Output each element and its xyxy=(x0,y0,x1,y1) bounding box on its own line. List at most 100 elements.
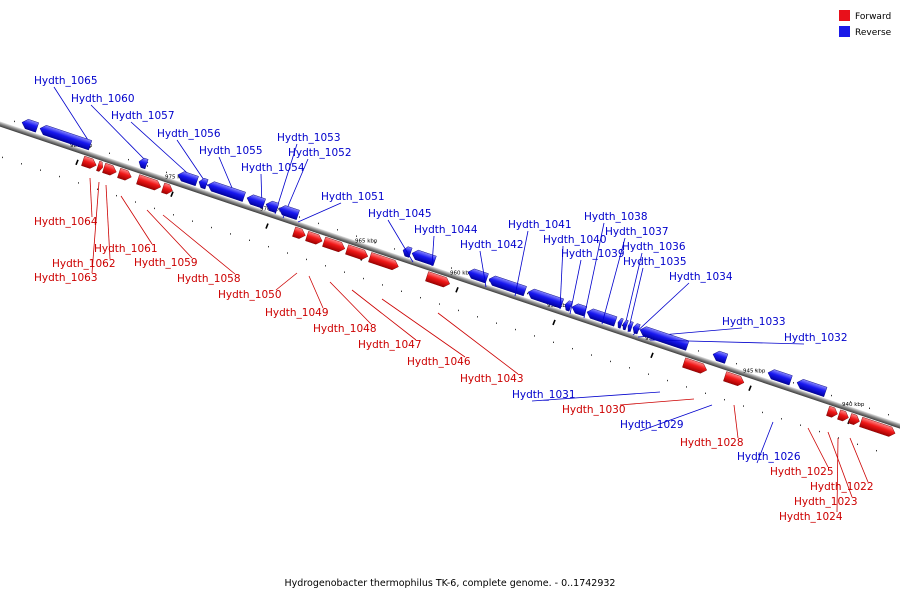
gene-arrow[interactable] xyxy=(277,204,300,220)
gene-arrow[interactable] xyxy=(136,174,162,192)
gene-label[interactable]: Hydth_1054 xyxy=(241,162,305,174)
gene-label[interactable]: Hydth_1031 xyxy=(512,389,576,401)
gene-label[interactable]: Hydth_1064 xyxy=(34,216,98,228)
gene-label[interactable]: Hydth_1035 xyxy=(623,256,687,268)
gene-arrow[interactable] xyxy=(161,182,174,196)
gene-label[interactable]: Hydth_1042 xyxy=(460,239,524,251)
gene-label[interactable]: Hydth_1032 xyxy=(784,332,848,344)
gene-label[interactable]: Hydth_1056 xyxy=(157,128,221,140)
gene-hydth-1050[interactable]: Hydth_1050 xyxy=(218,226,307,301)
gene-hydth-1032[interactable]: Hydth_1032 xyxy=(638,325,848,351)
gene-arrow[interactable] xyxy=(137,157,149,170)
gene-arrow[interactable] xyxy=(206,180,246,202)
gene-label[interactable]: Hydth_1041 xyxy=(508,219,572,231)
gene-arrow[interactable] xyxy=(848,413,861,426)
gene-label[interactable]: Hydth_1046 xyxy=(407,356,471,368)
gene-label[interactable]: Hydth_1060 xyxy=(71,93,135,105)
gene-hydth-1034[interactable]: Hydth_1034 xyxy=(626,271,733,336)
gene-label[interactable]: Hydth_1053 xyxy=(277,132,341,144)
gene-label[interactable]: Hydth_1025 xyxy=(770,466,834,478)
gene-hydth-1049[interactable]: Hydth_1049 xyxy=(265,231,329,319)
gene-label[interactable]: Hydth_1037 xyxy=(605,226,669,238)
gene-arrow[interactable] xyxy=(631,323,641,335)
gene-arrow[interactable] xyxy=(292,226,307,240)
gene-arrow[interactable] xyxy=(410,249,437,266)
gene-label[interactable]: Hydth_1050 xyxy=(218,289,282,301)
gene-label[interactable]: Hydth_1030 xyxy=(562,404,626,416)
gene-hydth-1045[interactable]: Hydth_1045 xyxy=(368,208,432,263)
gene-arrow[interactable] xyxy=(723,371,745,388)
gene-hydth-1059[interactable]: Hydth_1059 xyxy=(134,174,198,269)
gene-arrow[interactable] xyxy=(322,236,346,253)
gene-arrow[interactable] xyxy=(621,319,629,331)
gene-hydth-1031[interactable]: Hydth_1031 xyxy=(512,350,729,402)
gene-arrow[interactable] xyxy=(570,302,588,317)
gene-label[interactable]: Hydth_1043 xyxy=(460,373,524,385)
gene-label[interactable]: Hydth_1063 xyxy=(34,272,98,284)
gene-label[interactable]: Hydth_1026 xyxy=(737,451,801,463)
gene-hydth-1061[interactable]: Hydth_1061 xyxy=(94,167,158,255)
gene-label[interactable]: Hydth_1022 xyxy=(810,481,874,493)
gene-hydth-1039[interactable]: Hydth_1039 xyxy=(561,248,625,315)
gene-hydth-1030[interactable]: Hydth_1030 xyxy=(562,357,708,416)
gene-arrow[interactable] xyxy=(616,317,624,329)
gene-arrow[interactable] xyxy=(81,155,97,170)
gene-label[interactable]: Hydth_1047 xyxy=(358,339,422,351)
gene-arrow[interactable] xyxy=(487,274,527,297)
gene-label[interactable]: Hydth_1061 xyxy=(94,243,158,255)
gene-label[interactable]: Hydth_1029 xyxy=(620,419,684,431)
gene-label[interactable]: Hydth_1034 xyxy=(669,271,733,283)
gene-arrow[interactable] xyxy=(826,405,839,419)
gene-hydth-1064[interactable]: Hydth_1064 xyxy=(34,155,98,228)
gene-arrow[interactable] xyxy=(563,300,573,312)
gene-hydth-1058[interactable]: Hydth_1058 xyxy=(161,182,241,285)
gene-hydth-1048[interactable]: Hydth_1048 xyxy=(313,236,377,335)
gene-hydth-1053[interactable]: Hydth_1053 xyxy=(245,132,341,215)
gene-arrow[interactable] xyxy=(526,287,564,309)
gene-arrow[interactable] xyxy=(638,325,690,351)
gene-arrow[interactable] xyxy=(859,416,896,438)
gene-arrow[interactable] xyxy=(305,231,323,246)
gene-arrow[interactable] xyxy=(585,307,618,327)
gene-label[interactable]: Hydth_1057 xyxy=(111,110,175,122)
gene-arrow[interactable] xyxy=(766,368,793,386)
gene-hydth-1057[interactable]: Hydth_1057 xyxy=(111,110,196,181)
gene-hydth-1051[interactable]: Hydth_1051 xyxy=(277,191,385,223)
gene-label[interactable]: Hydth_1024 xyxy=(779,511,843,523)
gene-hydth-1025[interactable]: Hydth_1025 xyxy=(770,405,839,478)
gene-hydth-1042[interactable]: Hydth_1042 xyxy=(460,239,524,288)
gene-label[interactable]: Hydth_1049 xyxy=(265,307,329,319)
gene-label[interactable]: Hydth_1028 xyxy=(680,437,744,449)
gene-hydth-1046[interactable]: Hydth_1046 xyxy=(368,252,471,368)
gene-hydth-1037[interactable]: Hydth_1037 xyxy=(585,226,669,327)
gene-arrow[interactable] xyxy=(176,170,199,187)
gene-label[interactable]: Hydth_1052 xyxy=(288,147,352,159)
gene-label[interactable]: Hydth_1062 xyxy=(52,258,116,270)
gene-arrow[interactable] xyxy=(264,200,280,214)
gene-arrow[interactable] xyxy=(102,162,118,177)
gene-hydth-1038[interactable]: Hydth_1038 xyxy=(570,211,648,319)
gene-label[interactable]: Hydth_1051 xyxy=(321,191,385,203)
gene-hydth-1062[interactable]: Hydth_1062 xyxy=(52,162,118,270)
gene-label[interactable]: Hydth_1023 xyxy=(794,496,858,508)
gene-arrow[interactable] xyxy=(711,350,729,364)
gene-label[interactable]: Hydth_1040 xyxy=(543,234,607,246)
gene-label[interactable]: Hydth_1048 xyxy=(313,323,377,335)
gene-hydth-1044[interactable]: Hydth_1044 xyxy=(410,224,478,267)
gene-label[interactable]: Hydth_1045 xyxy=(368,208,432,220)
gene-hydth-1023[interactable]: Hydth_1023 xyxy=(794,413,861,508)
gene-hydth-1035[interactable]: Hydth_1035 xyxy=(621,256,687,333)
gene-hydth-1029[interactable]: Hydth_1029 xyxy=(620,368,793,432)
gene-arrow[interactable] xyxy=(682,357,708,375)
gene-hydth-1043[interactable]: Hydth_1043 xyxy=(425,271,524,385)
gene-hydth-1056[interactable]: Hydth_1056 xyxy=(157,128,221,187)
gene-hydth-1040[interactable]: Hydth_1040 xyxy=(526,234,607,310)
gene-hydth-1022[interactable]: Hydth_1022 xyxy=(810,416,897,493)
gene-arrow[interactable] xyxy=(38,124,93,151)
gene-hydth-1052[interactable]: Hydth_1052 xyxy=(264,147,352,219)
gene-label[interactable]: Hydth_1039 xyxy=(561,248,625,260)
gene-hydth-1026[interactable]: Hydth_1026 xyxy=(737,378,828,464)
gene-label[interactable]: Hydth_1038 xyxy=(584,211,648,223)
gene-label[interactable]: Hydth_1044 xyxy=(414,224,478,236)
gene-hydth-1041[interactable]: Hydth_1041 xyxy=(487,219,572,297)
